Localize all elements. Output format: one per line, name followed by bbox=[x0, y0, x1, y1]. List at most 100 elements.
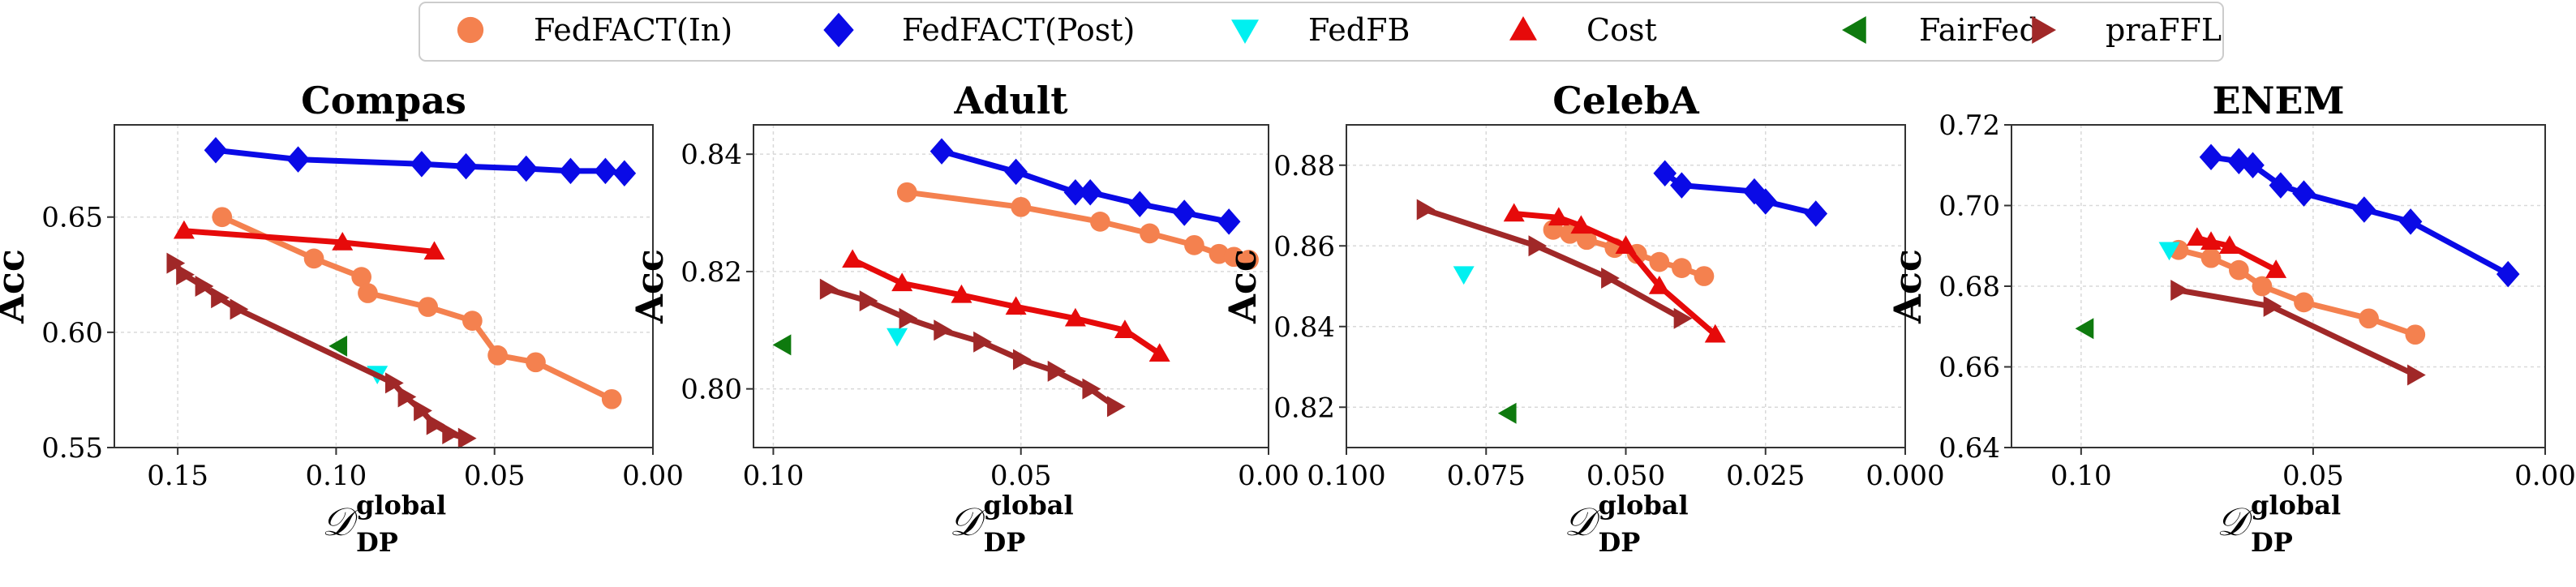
y-tick-label: 0.88 bbox=[1273, 150, 1335, 182]
data-point-fedfact-in bbox=[896, 182, 917, 203]
legend-label-fedfact-in: FedFACT(In) bbox=[534, 12, 732, 48]
data-point-fedfact-in bbox=[462, 311, 483, 331]
data-point-fedfact-post bbox=[1127, 191, 1152, 217]
series-praffl bbox=[2170, 279, 2426, 386]
data-point-fedfact-post bbox=[410, 151, 434, 178]
panel-title: ENEM bbox=[2212, 79, 2344, 122]
data-point-praffl bbox=[1673, 307, 1693, 329]
data-point-fedfact-in bbox=[1576, 229, 1597, 251]
data-point-fedfact-post bbox=[559, 157, 582, 185]
data-point-fedfact-post bbox=[930, 138, 954, 165]
legend-label-cost: Cost bbox=[1586, 12, 1657, 48]
series-fedfb bbox=[2158, 242, 2180, 261]
x-tick-label: 0.05 bbox=[2282, 460, 2344, 492]
data-point-fedfact-post bbox=[1754, 188, 1778, 215]
x-tick-label: 0.10 bbox=[306, 460, 367, 492]
series-praffl bbox=[819, 278, 1126, 418]
data-point-fedfact-in bbox=[358, 283, 378, 303]
series-fedfact-in bbox=[212, 207, 622, 409]
data-point-fedfact-post bbox=[514, 155, 539, 182]
data-point-fedfact-in bbox=[1223, 246, 1244, 268]
series-line-cost bbox=[1511, 211, 1719, 338]
data-point-cost bbox=[2265, 259, 2287, 278]
data-point-cost bbox=[173, 220, 195, 239]
series-fedfact-in bbox=[896, 182, 1259, 270]
data-point-fedfact-post bbox=[204, 137, 228, 164]
data-point-fedfact-in bbox=[601, 388, 622, 409]
data-point-praffl bbox=[442, 422, 462, 444]
x-tick-label: 0.00 bbox=[1238, 460, 1299, 492]
data-point-cost bbox=[891, 272, 913, 292]
data-point-cost bbox=[1503, 203, 1525, 222]
data-point-praffl bbox=[1047, 360, 1067, 382]
y-axis-label: Acc bbox=[1221, 249, 1264, 324]
x-tick-label: 0.05 bbox=[464, 460, 526, 492]
data-point-fedfact-post bbox=[1670, 172, 1694, 199]
x-axis-label-subscript: DP bbox=[356, 527, 398, 558]
data-point-praffl bbox=[457, 427, 477, 449]
y-tick-label: 0.65 bbox=[41, 202, 103, 234]
data-point-praffl bbox=[819, 278, 839, 300]
y-tick-label: 0.82 bbox=[1273, 392, 1335, 424]
data-point-fedfact-in bbox=[2252, 276, 2273, 297]
data-point-praffl bbox=[384, 372, 404, 394]
x-axis-label-superscript: global bbox=[2251, 490, 2341, 521]
x-axis-label-subscript: DP bbox=[1599, 527, 1641, 558]
data-point-praffl bbox=[2263, 295, 2282, 317]
axes-frame bbox=[753, 124, 1269, 448]
y-tick-label: 0.60 bbox=[41, 317, 103, 349]
data-point-fedfact-in bbox=[1090, 212, 1110, 232]
data-point-fedfact-in bbox=[2200, 247, 2222, 268]
data-point-fedfact-post bbox=[286, 146, 310, 173]
data-point-praffl bbox=[414, 400, 432, 422]
data-point-fedfact-in bbox=[303, 248, 324, 269]
legend-marker-fedfact-in bbox=[457, 16, 484, 44]
data-point-fedfact-in bbox=[487, 345, 508, 366]
series-fairfed bbox=[2075, 318, 2094, 340]
panel-enem: 0.10 0.05 0.000.640.660.680.700.72ENEMAcc𝒟… bbox=[1886, 79, 2576, 558]
series-fedfact-in bbox=[2168, 239, 2426, 345]
data-point-praffl bbox=[2407, 364, 2426, 386]
y-tick-label: 0.84 bbox=[680, 139, 742, 171]
data-point-fedfact-in bbox=[418, 297, 439, 317]
data-point-fedfact-in bbox=[1140, 223, 1160, 244]
data-point-fedfact-post bbox=[2241, 152, 2265, 178]
data-point-praffl bbox=[397, 386, 417, 408]
x-tick-label: 0.000 bbox=[1865, 460, 1944, 492]
data-point-fairfed bbox=[2075, 318, 2094, 340]
x-axis-label-subscript: DP bbox=[984, 527, 1026, 558]
x-tick-label: 0.00 bbox=[622, 460, 684, 492]
series-cost bbox=[842, 249, 1170, 362]
x-tick-label: 0.050 bbox=[1586, 460, 1665, 492]
data-point-fairfed bbox=[772, 334, 792, 356]
data-point-fedfact-in bbox=[1672, 258, 1692, 278]
data-point-fedfact-post bbox=[2496, 260, 2520, 288]
data-point-fairfed bbox=[1497, 402, 1517, 424]
y-tick-label: 0.55 bbox=[41, 432, 103, 465]
data-point-praffl bbox=[176, 264, 195, 285]
y-tick-label: 0.66 bbox=[1938, 352, 2000, 384]
data-point-fedfact-in bbox=[2229, 259, 2249, 281]
legend-label-fedfact-post: FedFACT(Post) bbox=[902, 12, 1135, 48]
data-point-praffl bbox=[195, 276, 214, 297]
data-point-praffl bbox=[166, 252, 186, 274]
axes-frame bbox=[114, 124, 654, 448]
data-point-praffl bbox=[1416, 199, 1436, 221]
panel-title: CelebA bbox=[1552, 79, 1700, 122]
data-point-fedfact-in bbox=[2359, 308, 2379, 329]
data-point-cost bbox=[2186, 227, 2208, 246]
y-tick-label: 0.64 bbox=[1938, 432, 2000, 465]
series-cost bbox=[173, 220, 445, 260]
legend-marker-praffl bbox=[2032, 16, 2056, 44]
x-axis-label-subscript: DP bbox=[2251, 527, 2293, 558]
data-point-praffl bbox=[211, 287, 230, 309]
data-point-praffl bbox=[2170, 279, 2189, 301]
data-point-praffl bbox=[230, 298, 249, 320]
data-point-fedfact-post bbox=[1742, 178, 1767, 205]
data-point-fedfb bbox=[1453, 266, 1475, 285]
